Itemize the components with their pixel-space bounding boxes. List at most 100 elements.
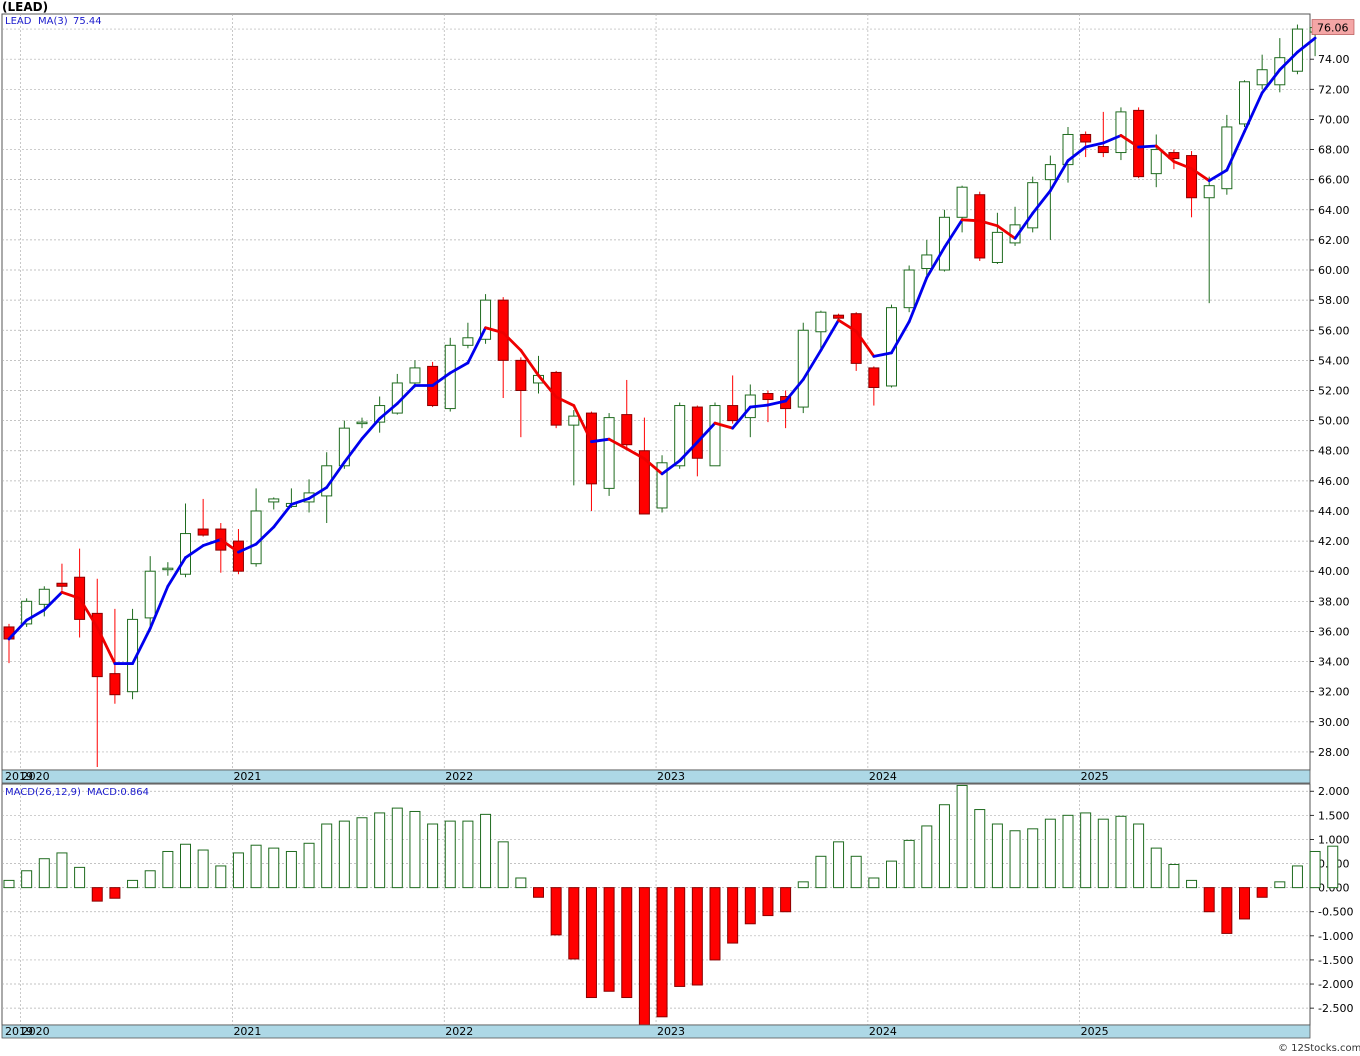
moving-average-segment bbox=[201, 538, 223, 548]
macd-bar-negative bbox=[621, 887, 633, 999]
moving-average-segment bbox=[607, 437, 629, 451]
macd-bar-positive bbox=[391, 807, 403, 889]
macd-bar-positive bbox=[974, 809, 986, 889]
macd-bar-positive bbox=[1080, 812, 1092, 889]
macd-bar-positive bbox=[409, 810, 421, 889]
candle-up bbox=[1150, 149, 1162, 175]
moving-average-segment bbox=[872, 351, 893, 358]
candle-up bbox=[1044, 164, 1056, 181]
macd-bar-positive bbox=[180, 843, 191, 889]
moving-average-segment bbox=[7, 618, 29, 641]
macd-bar-positive bbox=[938, 804, 950, 889]
candle-up bbox=[268, 498, 280, 503]
candle-down bbox=[762, 393, 774, 401]
moving-average-segment bbox=[943, 218, 964, 249]
macd-legend-name: MACD(26,12,9) bbox=[5, 787, 81, 798]
time-axis-year-label: 2021 bbox=[233, 1025, 261, 1038]
moving-average-segment bbox=[342, 437, 364, 464]
moving-average-segment bbox=[1278, 50, 1299, 72]
candle-down bbox=[232, 540, 244, 572]
macd-bar-positive bbox=[356, 817, 368, 889]
candle-down bbox=[109, 673, 121, 696]
moving-average-segment bbox=[854, 329, 876, 358]
moving-average-segment bbox=[448, 361, 470, 375]
macd-bar-negative bbox=[550, 887, 562, 936]
macd-bar-positive bbox=[162, 850, 174, 889]
price-y-tick-label: 56.00 bbox=[1318, 324, 1350, 337]
price-y-tick-label: 42.00 bbox=[1318, 535, 1350, 548]
macd-y-tick-label: 1.500 bbox=[1318, 809, 1350, 822]
price-y-tick-label: 52.00 bbox=[1318, 384, 1350, 397]
time-axis-year-label: 2021 bbox=[233, 770, 261, 783]
candle-down bbox=[515, 359, 527, 391]
moving-average-segment bbox=[554, 395, 576, 407]
macd-bar-positive bbox=[321, 823, 333, 889]
candle-up bbox=[1062, 133, 1074, 166]
moving-average-segment bbox=[378, 402, 399, 421]
candle-down bbox=[833, 314, 845, 319]
macd-bar-positive bbox=[921, 825, 933, 889]
time-axis-year-label: 2019 bbox=[5, 770, 33, 783]
macd-bar-negative bbox=[638, 887, 650, 1026]
macd-bar-negative bbox=[709, 887, 721, 961]
moving-average-segment bbox=[325, 460, 346, 489]
time-axis-year-label: 2022 bbox=[445, 770, 473, 783]
moving-average-segment bbox=[1207, 168, 1229, 183]
macd-y-axis: 2.0001.5001.0000.5000.000-0.500-1.000-1.… bbox=[1310, 785, 1353, 1015]
candle-down bbox=[621, 414, 633, 446]
site-credit: © 12Stocks.com bbox=[1278, 1043, 1360, 1054]
moving-average-segment bbox=[1296, 36, 1317, 54]
candle-up bbox=[1239, 81, 1250, 125]
macd-bar-positive bbox=[480, 813, 492, 889]
macd-y-tick-label: -2.500 bbox=[1318, 1002, 1353, 1015]
time-axis-year-label: 2022 bbox=[445, 1025, 473, 1038]
candle-up bbox=[815, 311, 827, 333]
candle-up bbox=[921, 254, 933, 270]
moving-average-segment bbox=[1137, 144, 1158, 149]
moving-average-segment bbox=[960, 218, 982, 223]
candle-up bbox=[162, 567, 174, 571]
candle-up bbox=[938, 216, 950, 271]
macd-y-tick-label: -2.000 bbox=[1318, 978, 1353, 991]
macd-bar-positive bbox=[1115, 815, 1127, 889]
candle-up bbox=[21, 600, 33, 625]
moving-average-segment bbox=[519, 348, 540, 377]
moving-average-segment bbox=[254, 525, 276, 546]
macd-bar-positive bbox=[815, 855, 827, 889]
macd-bar-positive bbox=[1309, 850, 1321, 889]
moving-average-segment bbox=[1225, 130, 1246, 172]
moving-average-segment bbox=[78, 596, 99, 629]
price-y-tick-label: 64.00 bbox=[1318, 204, 1350, 217]
time-axis-year-label: 2020 bbox=[22, 770, 50, 783]
candle-up bbox=[338, 427, 350, 467]
moving-average-segment bbox=[837, 318, 858, 333]
moving-average-segment bbox=[996, 224, 1017, 240]
candle-up bbox=[991, 231, 1003, 263]
legend-ma-value: 75.44 bbox=[73, 16, 102, 27]
candle-down bbox=[1080, 133, 1092, 143]
moving-average-segment bbox=[360, 417, 382, 441]
macd-bar-positive bbox=[991, 823, 1003, 889]
moving-average-segment bbox=[678, 440, 699, 463]
candle-up bbox=[462, 337, 474, 346]
time-axis-year-label: 2020 bbox=[22, 1025, 50, 1038]
macd-bar-positive bbox=[74, 866, 86, 889]
moving-average-segment bbox=[625, 447, 646, 461]
last-price-tag: 76.06 bbox=[1311, 19, 1355, 35]
moving-average-segment bbox=[537, 374, 558, 399]
macd-bar-negative bbox=[1221, 887, 1233, 934]
moving-average-segment bbox=[148, 584, 170, 630]
macd-bar-positive bbox=[3, 879, 15, 889]
moving-average-segment bbox=[289, 497, 311, 506]
moving-average-segment bbox=[890, 320, 911, 355]
macd-bar-positive bbox=[1062, 814, 1074, 889]
moving-average-segment bbox=[395, 384, 417, 405]
moving-average-segment bbox=[643, 457, 664, 476]
macd-bar-positive bbox=[833, 841, 845, 889]
candle-up bbox=[38, 588, 50, 605]
candle-up bbox=[603, 417, 615, 489]
time-axis-year-label: 2024 bbox=[869, 770, 897, 783]
moving-average-segment bbox=[1243, 91, 1264, 133]
time-axis-year-label: 2024 bbox=[869, 1025, 897, 1038]
